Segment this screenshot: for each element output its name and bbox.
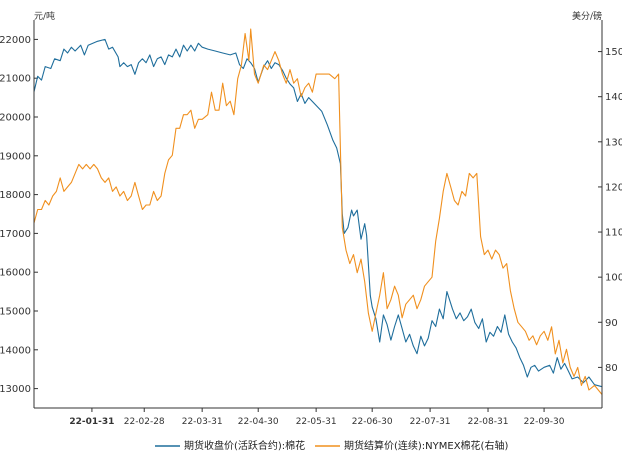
- axis-lines: [33, 20, 603, 409]
- right-tick-label: 110: [605, 228, 622, 239]
- x-tick-label: 22-04-30: [238, 417, 279, 427]
- legend: 期货收盘价(活跃合约):棉花 期货结算价(连续):NYMEX棉花(右轴): [155, 439, 508, 452]
- legend-label: 期货收盘价(活跃合约):棉花: [184, 439, 305, 452]
- x-tick-label: 22-03-31: [182, 417, 223, 427]
- x-tick-label: 22-01-31: [69, 417, 114, 427]
- right-tick-label: 100: [605, 273, 622, 284]
- x-tick-label: 22-02-28: [124, 417, 165, 427]
- left-tick-label: 20000: [0, 113, 31, 124]
- series-line-cotton-close: [33, 38, 603, 388]
- left-axis-unit: 元/吨: [34, 10, 55, 22]
- x-tick-label: 22-06-30: [352, 417, 393, 427]
- left-tick-label: 17000: [0, 229, 31, 240]
- right-axis-ticks: 80 90 100 110 120 130 140 150: [598, 47, 622, 374]
- right-axis-unit: 美分/磅: [572, 10, 602, 22]
- left-tick-label: 18000: [0, 190, 31, 201]
- right-tick-label: 90: [605, 318, 618, 329]
- left-tick-label: 21000: [0, 74, 31, 85]
- right-tick-label: 120: [605, 182, 622, 193]
- left-tick-label: 14000: [0, 345, 31, 356]
- x-tick-label: 22-09-30: [524, 417, 565, 427]
- series-layer: [33, 28, 603, 395]
- left-tick-label: 22000: [0, 35, 31, 46]
- left-tick-label: 16000: [0, 268, 31, 279]
- left-tick-label: 13000: [0, 384, 31, 395]
- right-tick-label: 140: [605, 92, 622, 103]
- x-tick-label: 22-05-31: [296, 417, 337, 427]
- legend-item-nymex-settle: 期货结算价(连续):NYMEX棉花(右轴): [315, 439, 508, 452]
- right-tick-label: 150: [605, 47, 622, 58]
- x-tick-label: 22-08-31: [468, 417, 509, 427]
- x-tick-label: 22-07-31: [410, 417, 451, 427]
- left-axis-ticks: 13000 14000 15000 16000 17000 18000 19000 20000…: [0, 35, 38, 395]
- series-line-nymex-cotton: [33, 28, 603, 395]
- left-tick-label: 19000: [0, 151, 31, 162]
- right-tick-label: 80: [605, 363, 618, 374]
- x-axis: 22-01-31 22-02-28 22-03-31 22-04-30 22-05-31…: [69, 408, 565, 427]
- right-tick-label: 130: [605, 137, 622, 148]
- legend-item-cotton-close: 期货收盘价(活跃合约):棉花: [155, 439, 305, 452]
- legend-label: 期货结算价(连续):NYMEX棉花(右轴): [344, 439, 508, 452]
- left-tick-label: 15000: [0, 307, 31, 318]
